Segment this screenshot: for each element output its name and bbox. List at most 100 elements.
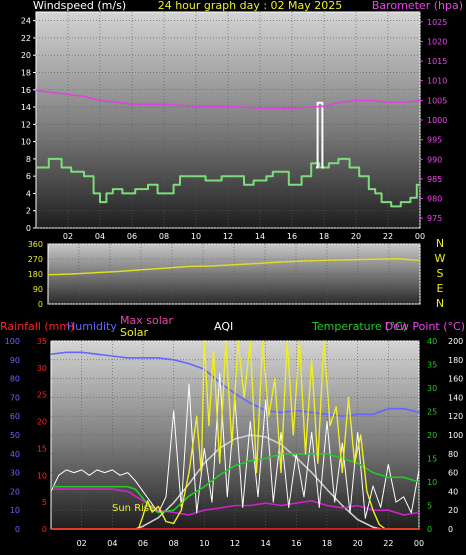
solar-tick-label: 180: [448, 356, 463, 365]
hour-tick-label: 06: [138, 539, 148, 548]
hour-tick-label: 10: [191, 232, 201, 241]
humidity-label: Humidity: [67, 320, 117, 333]
barometer-tick-label: 1025: [427, 18, 447, 27]
hour-tick-label: 22: [383, 539, 393, 548]
barometer-tick-labels: 975 980 985 990 995 1000 1005 1010 1015 1020 1025: [427, 18, 447, 223]
wind-gust-spike-line: [316, 101, 324, 169]
rainfall-tick-label: 30: [37, 364, 47, 373]
temperature-c-line: [51, 452, 420, 514]
windspeed-tick-label: 10: [21, 138, 31, 147]
windspeed-tick-label: 20: [21, 51, 31, 60]
direction-tick-label: 90: [33, 285, 43, 294]
direction-tick-label: 360: [28, 240, 43, 249]
windspeed-tick-label: 0: [26, 224, 31, 233]
hour-tick-label: 20: [351, 232, 361, 241]
rainfall-tick-label: 5: [42, 498, 47, 507]
hour-tick-label: 12: [230, 539, 240, 548]
hour-tick-labels-bottom: 02 04 06 08 10 12 14 16 18 20 22 00: [77, 539, 425, 548]
solar-tick-label: 80: [448, 450, 458, 459]
hour-tick-label: 04: [107, 539, 117, 548]
rainfall-label: Rainfall (mm): [0, 320, 74, 333]
solar-tick-label: 100: [448, 431, 463, 440]
solar-tick-label: 60: [448, 469, 458, 478]
solar-tick-label: 20: [448, 506, 458, 515]
barometer-tick-label: 1010: [427, 77, 447, 86]
temperature-tick-label: 15: [427, 455, 437, 464]
hour-tick-label: 04: [95, 232, 105, 241]
hour-tick-label: 14: [255, 232, 265, 241]
wind-direction-series: [47, 257, 421, 276]
humidity-tick-label: 30: [10, 469, 20, 478]
hour-tick-label: 16: [291, 539, 301, 548]
windspeed-tick-label: 2: [26, 207, 31, 216]
hour-tick-label: 18: [319, 232, 329, 241]
rainfall-tick-label: 20: [37, 418, 47, 427]
climate-panel: Rainfall (mm) Humidity Max solar Solar A…: [0, 314, 465, 548]
solar-line: [51, 340, 419, 530]
temperature-tick-label: 10: [427, 478, 437, 487]
hour-tick-label: 02: [63, 232, 73, 241]
solar-tick-label: 0: [448, 525, 453, 534]
compass-label: S: [437, 267, 444, 280]
barometer-tick-label: 1020: [427, 37, 447, 46]
humidity-tick-label: 20: [10, 487, 20, 496]
wind-baro-series: [35, 89, 421, 208]
hour-tick-label: 08: [159, 232, 169, 241]
solar-tick-label: 200: [448, 337, 463, 346]
temperature-tick-label: 30: [427, 384, 437, 393]
wind-baro-panel: Windspeed (m/s) 24 hour graph day : 02 M…: [21, 0, 463, 241]
rainfall-tick-label: 0: [42, 525, 47, 534]
barometer-tick-label: 1005: [427, 96, 447, 105]
solar-tick-label: 120: [448, 412, 463, 421]
barometer-tick-label: 990: [427, 155, 442, 164]
direction-tick-label: 270: [28, 255, 43, 264]
barometer-tick-label: 995: [427, 136, 442, 145]
hour-tick-label: 00: [414, 539, 424, 548]
hour-tick-label: 06: [127, 232, 137, 241]
solar-tick-label: 160: [448, 375, 463, 384]
rainfall-tick-label: 15: [37, 444, 47, 453]
barometer-tick-label: 980: [427, 195, 442, 204]
temperature-tick-label: 0: [427, 525, 432, 534]
dew-point-c-line: [51, 488, 420, 516]
direction-tick-label: 0: [38, 300, 43, 309]
rainfall-tick-label: 10: [37, 471, 47, 480]
temperature-label: Temperature (°C): [311, 320, 407, 333]
humidity-tick-label: 40: [10, 450, 20, 459]
hour-tick-label: 00: [415, 232, 425, 241]
wind-direction-line: [47, 257, 421, 276]
windspeed-tick-label: 18: [21, 68, 31, 77]
temperature-tick-labels: 0 5 10 15 20 25 30 35 40: [427, 337, 437, 534]
hour-tick-label: 20: [353, 539, 363, 548]
humidity-tick-label: 100: [5, 337, 20, 346]
barometer-hpa-line: [35, 89, 421, 109]
hour-tick-label: 12: [223, 232, 233, 241]
windspeed-tick-label: 12: [21, 120, 31, 129]
rainfall-tick-labels: 0 5 10 15 20 25 30 35: [37, 337, 47, 534]
compass-label: W: [435, 252, 446, 265]
hour-tick-label: 16: [287, 232, 297, 241]
hour-tick-label: 18: [322, 539, 332, 548]
windspeed-m-s-line: [36, 157, 420, 208]
temperature-tick-label: 35: [427, 361, 437, 370]
hour-tick-label: 02: [77, 539, 87, 548]
humidity-tick-label: 10: [10, 506, 20, 515]
hour-tick-label: 14: [261, 539, 271, 548]
humidity-tick-label: 0: [15, 525, 20, 534]
compass-label: N: [436, 297, 444, 310]
barometer-tick-label: 985: [427, 175, 442, 184]
temperature-tick-label: 40: [427, 337, 437, 346]
barometer-tick-label: 1015: [427, 57, 447, 66]
humidity-tick-label: 80: [10, 375, 20, 384]
windspeed-tick-label: 24: [21, 17, 31, 26]
right-axis-label: Barometer (hpa): [372, 0, 463, 12]
windspeed-tick-label: 8: [26, 155, 31, 164]
hour-tick-label: 10: [199, 539, 209, 548]
solar-tick-label: 40: [448, 487, 458, 496]
solar-tick-label: 140: [448, 393, 463, 402]
direction-tick-label: 180: [28, 270, 43, 279]
hour-tick-labels: 02 04 06 08 10 12 14 16 18 20 22 00: [63, 232, 425, 241]
